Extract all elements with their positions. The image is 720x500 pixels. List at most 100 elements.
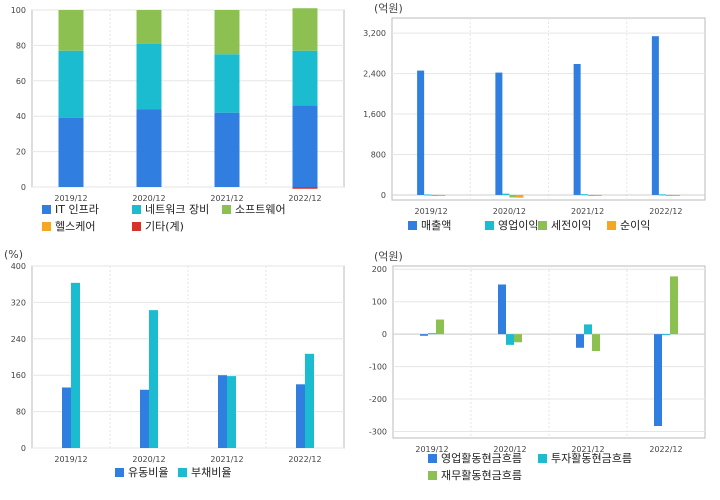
y-tick-label: 0 xyxy=(21,444,26,453)
cashflow-chart: (억원) -300 -200 -100 0 100 200 2019/12 2020/12 202… xyxy=(369,250,706,482)
x-tick-label: 2020/12 xyxy=(493,207,526,216)
bar-1 xyxy=(651,36,659,195)
y-tick-label: 3,200 xyxy=(363,29,386,38)
legend-swatch xyxy=(538,221,547,230)
legend-label: 매출액 xyxy=(421,219,451,232)
x-tick-label: 2021/12 xyxy=(571,207,604,216)
x-tick-label: 2020/12 xyxy=(132,194,165,203)
legend-swatch xyxy=(132,205,141,214)
bar-1 xyxy=(420,334,428,336)
legend-label: 투자활동현금흐름 xyxy=(551,451,632,465)
bar-2 xyxy=(502,193,510,195)
x-tick-label: 2019/12 xyxy=(54,194,87,203)
bar-3 xyxy=(436,319,444,335)
y-tick-label: 60 xyxy=(16,77,26,86)
y-tick-label: 80 xyxy=(16,41,26,50)
bar-3 xyxy=(514,334,522,343)
bar-1 xyxy=(654,334,662,426)
bar-2 xyxy=(580,194,588,196)
business-mix-panel: 0 20 40 60 80 100 2019/12 2020/12 2021/12 2022/12… xyxy=(0,0,360,248)
unit-label: (%) xyxy=(4,248,23,261)
bar-4 xyxy=(438,194,446,196)
legend-swatch xyxy=(132,222,141,231)
y-tick-label: -200 xyxy=(369,395,387,404)
legend-label: 부채비율 xyxy=(191,466,231,479)
legend-label: 소프트웨어 xyxy=(235,203,286,216)
legend-label: 재무활동현금흐름 xyxy=(441,468,522,482)
bar-2 xyxy=(584,324,592,335)
bar-4 xyxy=(516,194,524,198)
y-tick-label: 160 xyxy=(11,371,26,380)
bar-3 xyxy=(214,10,240,55)
legend-label: 네트워크 장비 xyxy=(145,203,209,216)
bar-2 xyxy=(658,194,666,196)
income-chart: (억원) 0 800 1,600 2,400 3,200 2019/12 2020/12 202… xyxy=(363,2,706,232)
legend-swatch xyxy=(115,468,124,477)
bar-2 xyxy=(506,334,514,345)
y-tick-label: 0 xyxy=(382,330,387,339)
x-tick-label: 2020/12 xyxy=(493,445,526,454)
unit-label: (억원) xyxy=(374,250,403,263)
bar-2 xyxy=(58,50,84,118)
legend-label: 유동비율 xyxy=(128,466,168,479)
x-tick-label: 2021/12 xyxy=(210,455,243,464)
y-tick-label: 80 xyxy=(16,408,26,417)
bar-3 xyxy=(665,194,673,196)
bar-1 xyxy=(417,70,425,195)
x-tick-label: 2019/12 xyxy=(415,207,448,216)
y-tick-label: 2,400 xyxy=(363,70,386,79)
x-tick-label: 2019/12 xyxy=(54,455,87,464)
bar-1 xyxy=(214,112,240,187)
y-tick-label: 320 xyxy=(11,298,26,307)
bar-1 xyxy=(576,334,584,348)
bar-4 xyxy=(672,194,680,196)
x-tick-label: 2021/12 xyxy=(210,194,243,203)
bar-2 xyxy=(214,54,240,113)
legend-swatch xyxy=(408,221,417,230)
bar-3 xyxy=(136,10,162,44)
bar-3 xyxy=(509,194,517,198)
bar-3 xyxy=(292,8,318,51)
legend-label: 기타(계) xyxy=(145,220,184,233)
bar-2 xyxy=(149,310,158,448)
legend-swatch xyxy=(538,454,547,463)
legend-swatch xyxy=(42,205,51,214)
y-tick-label: 800 xyxy=(371,151,386,160)
ratios-panel: (%) 0 80 160 240 320 400 2019/12 2020/12 2021/12 2… xyxy=(0,248,360,496)
y-tick-label: 0 xyxy=(21,183,26,192)
bar-2 xyxy=(292,50,318,106)
bar-1 xyxy=(218,375,227,448)
bar-1 xyxy=(140,389,149,448)
bar-2 xyxy=(227,376,236,448)
bar-3 xyxy=(58,10,84,51)
bar-2 xyxy=(136,43,162,110)
ratios-chart: (%) 0 80 160 240 320 400 2019/12 2020/12 2021/12 2… xyxy=(4,248,345,479)
y-tick-label: 400 xyxy=(11,262,26,271)
y-tick-label: 100 xyxy=(11,6,26,15)
legend-swatch xyxy=(428,471,437,480)
legend-label: 순이익 xyxy=(620,219,650,232)
bar-4 xyxy=(594,194,602,196)
x-tick-label: 2021/12 xyxy=(571,445,604,454)
x-tick-label: 2022/12 xyxy=(288,455,321,464)
bar-1 xyxy=(573,64,581,195)
plot-frame xyxy=(31,265,345,449)
y-tick-label: 0 xyxy=(381,191,386,200)
bar-1 xyxy=(62,387,71,448)
y-tick-label: 240 xyxy=(11,335,26,344)
income-panel: (억원) 0 800 1,600 2,400 3,200 2019/12 2020/12 202… xyxy=(360,0,720,248)
y-tick-label: 40 xyxy=(16,112,26,121)
y-tick-label: 1,600 xyxy=(363,110,386,119)
unit-label: (억원) xyxy=(374,2,403,15)
legend-swatch xyxy=(222,205,231,214)
legend-swatch xyxy=(607,221,616,230)
legend-label: 영업이익 xyxy=(498,219,538,232)
legend-swatch xyxy=(485,221,494,230)
bar-1 xyxy=(136,109,162,187)
bar-1 xyxy=(495,72,503,195)
bar-2 xyxy=(305,353,314,448)
x-tick-label: 2022/12 xyxy=(649,207,682,216)
y-tick-label: -300 xyxy=(369,428,387,437)
bar-1 xyxy=(292,105,318,187)
bar-3 xyxy=(587,194,595,196)
